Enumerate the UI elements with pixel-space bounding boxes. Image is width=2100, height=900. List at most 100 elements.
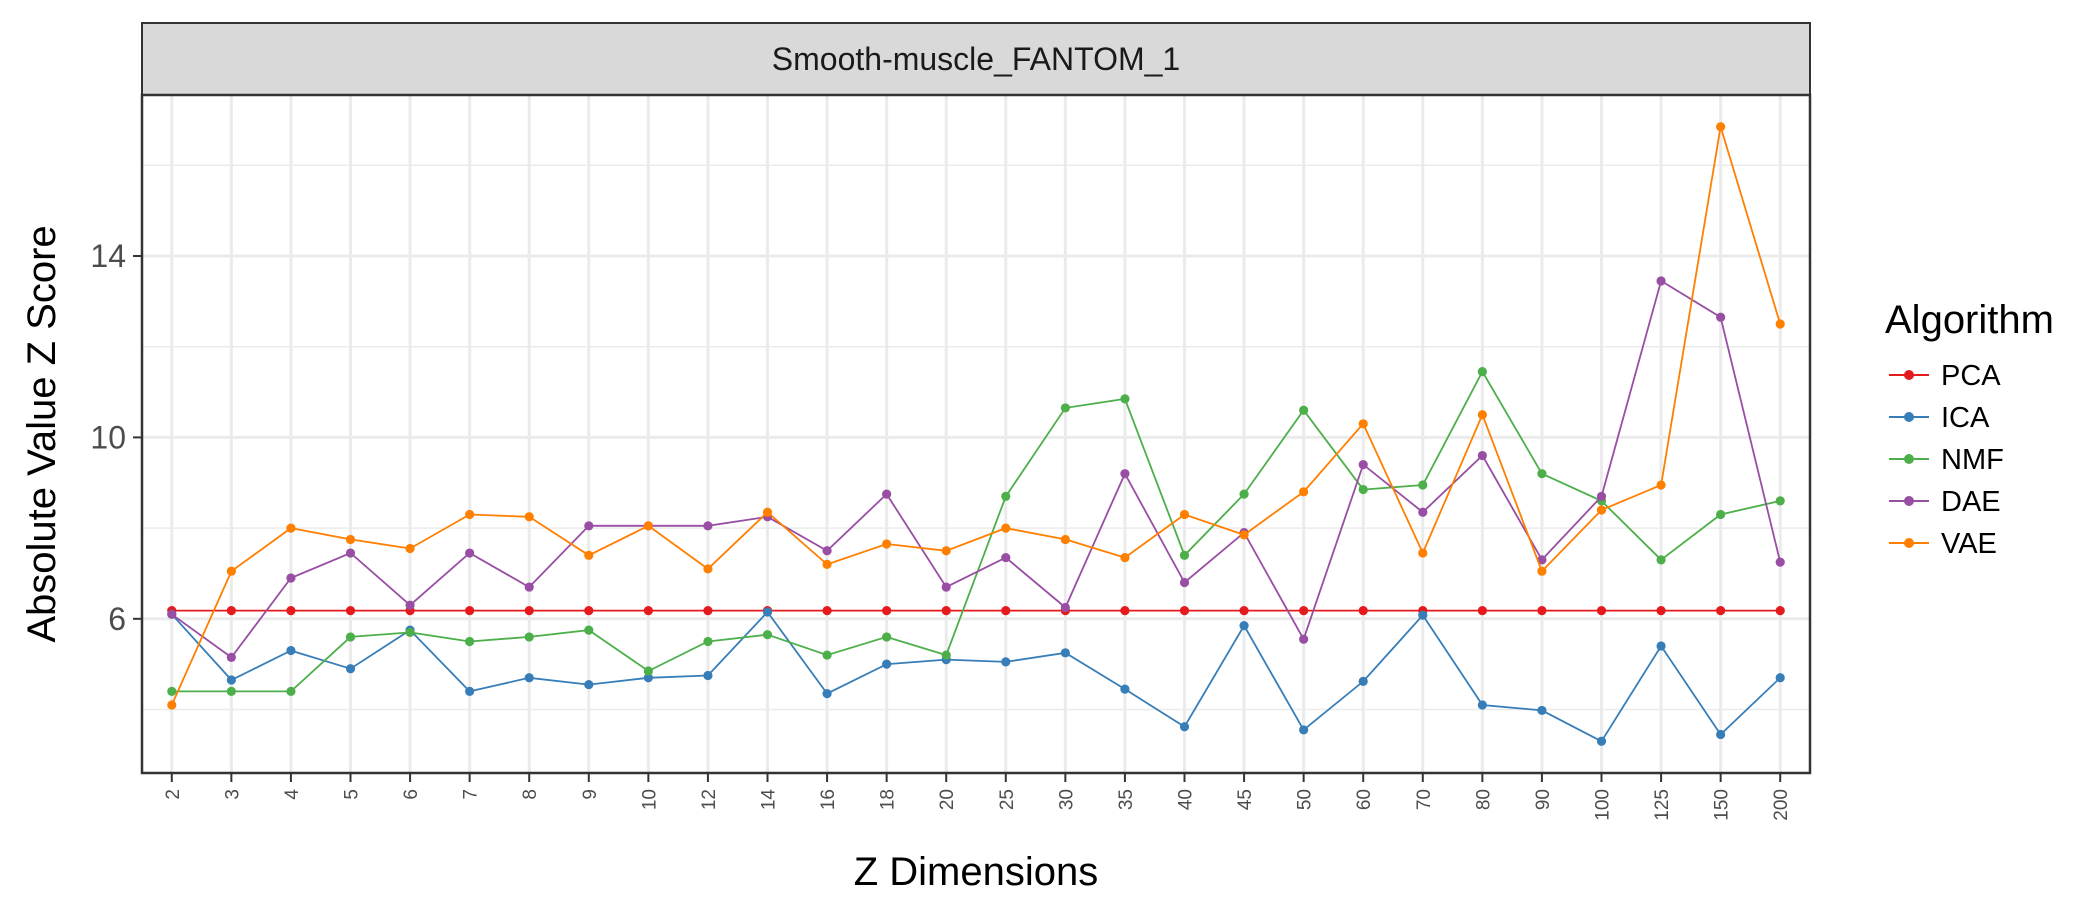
y-tick-label: 6 <box>108 601 126 637</box>
series-line-nmf <box>171 369 1781 693</box>
x-tick-label: 6 <box>401 789 422 800</box>
x-tick-label: 80 <box>1473 789 1494 810</box>
point-dae <box>1299 634 1309 644</box>
x-tick-label: 50 <box>1295 789 1316 810</box>
legend-label-nmf: NMF <box>1941 444 2004 476</box>
point-vae <box>1596 505 1607 515</box>
point-dae <box>1596 491 1607 501</box>
point-ica <box>1179 722 1190 732</box>
point-ica <box>1120 684 1130 694</box>
point-pca <box>1596 606 1607 616</box>
x-tick-label: 12 <box>699 789 720 810</box>
x-tick-label: 2 <box>163 789 184 800</box>
point-dae <box>1656 276 1666 286</box>
point-vae <box>643 521 653 531</box>
point-ica <box>1716 729 1726 740</box>
plot-panel <box>142 95 1810 773</box>
point-dae <box>1477 450 1487 461</box>
point-nmf <box>465 636 475 647</box>
x-tick-label: 25 <box>997 789 1018 810</box>
point-ica <box>643 673 653 683</box>
point-nmf <box>882 632 892 642</box>
point-pca <box>465 606 475 616</box>
point-vae <box>941 546 951 556</box>
point-vae <box>1477 410 1487 420</box>
plot-border <box>140 93 1812 775</box>
legend-point-pca <box>1904 370 1914 380</box>
point-pca <box>1299 606 1309 616</box>
x-tick-label: 125 <box>1652 789 1673 821</box>
point-pca <box>524 606 534 616</box>
point-nmf <box>762 630 773 640</box>
point-nmf <box>1716 509 1726 520</box>
point-pca <box>822 606 832 616</box>
point-dae <box>882 489 892 499</box>
point-vae <box>1656 480 1666 490</box>
point-nmf <box>1299 405 1309 415</box>
point-ica <box>286 645 296 656</box>
point-ica <box>226 675 236 685</box>
point-dae <box>1716 312 1726 322</box>
point-dae <box>1120 469 1130 479</box>
point-nmf <box>524 632 534 642</box>
series-line-dae <box>171 279 1782 659</box>
x-axis: 2 3 4 5 6 7 8 9 10 12 14 16 18 20 25 30 35 40 45 50 60 70 80 90… <box>163 773 1792 821</box>
x-tick-label: 4 <box>282 789 303 800</box>
point-pca <box>1775 606 1785 616</box>
point-ica <box>584 679 594 690</box>
point-pca <box>226 606 236 616</box>
point-ica <box>1537 705 1547 716</box>
point-dae <box>226 652 236 662</box>
x-tick-label: 60 <box>1354 789 1375 810</box>
point-ica <box>345 664 356 674</box>
point-vae <box>1537 566 1547 576</box>
point-pca <box>286 606 296 616</box>
point-vae <box>167 700 177 710</box>
x-tick-label: 200 <box>1771 789 1792 821</box>
point-dae <box>1775 557 1785 567</box>
point-vae <box>286 523 296 533</box>
point-dae <box>405 600 415 610</box>
x-tick-label: 150 <box>1712 789 1733 821</box>
x-tick-label: 18 <box>878 789 899 810</box>
point-vae <box>1299 487 1309 497</box>
point-dae <box>524 582 534 592</box>
point-nmf <box>1477 367 1487 377</box>
point-nmf <box>1179 550 1190 560</box>
point-pca <box>1656 606 1666 616</box>
x-tick-label: 14 <box>759 789 780 811</box>
point-pca <box>703 606 713 616</box>
legend-title: Algorithm <box>1885 298 2054 342</box>
point-ica <box>1656 641 1666 651</box>
point-ica <box>1239 621 1249 631</box>
point-pca <box>1120 606 1130 616</box>
point-ica <box>1299 725 1309 735</box>
facet-strip <box>141 22 1811 96</box>
point-pca <box>941 606 951 616</box>
legend-point-nmf <box>1904 454 1914 464</box>
panel-title: Smooth-muscle_FANTOM_1 <box>772 41 1180 77</box>
x-axis-title: Z Dimensions <box>854 850 1099 894</box>
point-nmf <box>1656 555 1666 565</box>
point-pca <box>1358 606 1368 616</box>
point-dae <box>1418 507 1428 517</box>
point-pca <box>1716 606 1726 616</box>
point-ica <box>1596 736 1607 746</box>
point-vae <box>703 564 713 574</box>
point-vae <box>465 509 475 520</box>
point-vae <box>1358 419 1368 429</box>
point-vae <box>882 539 892 549</box>
point-nmf <box>822 650 832 660</box>
grid-major <box>142 95 1810 773</box>
point-dae <box>822 546 832 556</box>
point-pca <box>1239 606 1249 616</box>
point-nmf <box>1775 496 1785 506</box>
point-ica <box>1418 610 1428 620</box>
point-ica <box>465 686 475 696</box>
x-tick-label: 10 <box>639 789 660 810</box>
point-pca <box>345 606 356 616</box>
series-line-vae <box>170 126 1782 706</box>
point-dae <box>703 521 713 531</box>
point-nmf <box>167 686 177 696</box>
